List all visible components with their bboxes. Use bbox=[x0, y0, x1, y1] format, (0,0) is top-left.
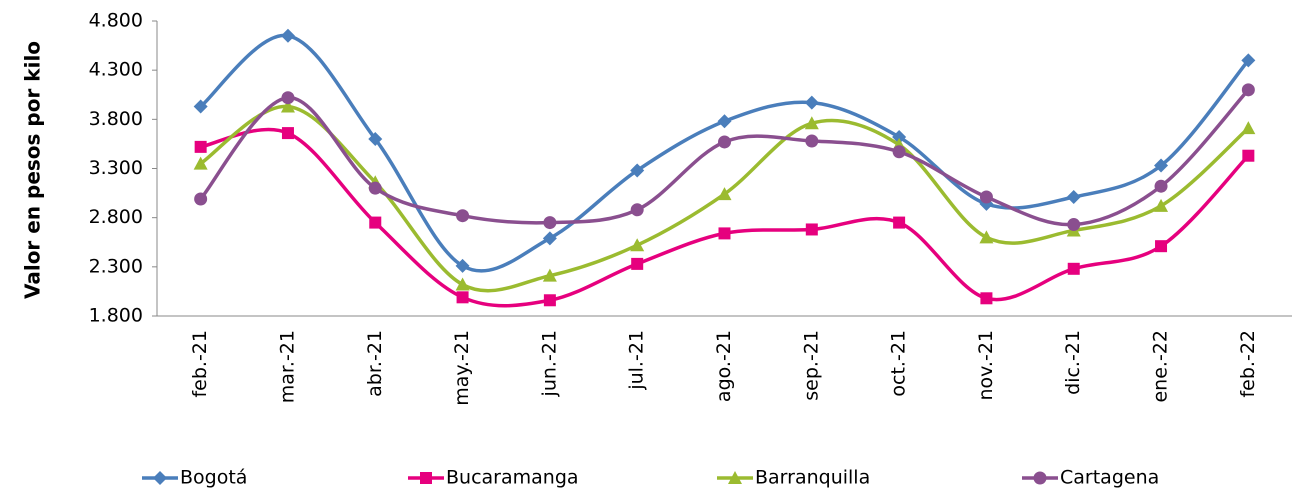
x-tick-label: feb.-21 bbox=[189, 330, 211, 398]
data-point bbox=[456, 209, 470, 223]
data-point bbox=[542, 231, 557, 246]
data-point bbox=[718, 227, 731, 240]
data-point bbox=[1241, 83, 1255, 97]
y-tick-label: 1.800 bbox=[89, 305, 143, 327]
data-point bbox=[980, 292, 993, 305]
data-point bbox=[1154, 179, 1168, 193]
y-tick-label: 3.800 bbox=[89, 108, 143, 130]
legend-label: Barranquilla bbox=[755, 467, 870, 489]
data-point bbox=[1242, 149, 1255, 162]
data-point bbox=[1067, 218, 1081, 232]
legend-marker bbox=[1033, 471, 1047, 485]
data-point bbox=[1154, 198, 1169, 212]
data-point bbox=[543, 294, 556, 307]
data-point bbox=[1241, 121, 1256, 135]
data-point bbox=[1066, 190, 1081, 205]
legend-label: Bogotá bbox=[180, 467, 247, 489]
legend-marker bbox=[728, 471, 742, 484]
data-point bbox=[455, 258, 470, 273]
y-axis-label: Valor en pesos por kilo bbox=[21, 41, 45, 299]
x-tick-label: nov.-21 bbox=[975, 330, 997, 401]
data-point bbox=[979, 230, 994, 244]
data-point bbox=[631, 257, 644, 270]
data-point bbox=[892, 130, 907, 145]
data-point bbox=[542, 268, 557, 282]
data-point bbox=[805, 134, 819, 148]
y-tick-label: 2.800 bbox=[89, 206, 143, 228]
data-point bbox=[717, 187, 732, 201]
y-tick-label: 4.800 bbox=[89, 10, 143, 32]
data-point bbox=[892, 145, 906, 159]
data-point bbox=[193, 99, 208, 114]
x-tick-label: abr.-21 bbox=[364, 330, 386, 397]
legend-label: Cartagena bbox=[1060, 467, 1159, 489]
data-point bbox=[455, 277, 470, 291]
data-point bbox=[718, 135, 731, 149]
x-tick-label: feb.-22 bbox=[1237, 330, 1259, 398]
legend-label: Bucaramanga bbox=[446, 467, 579, 489]
data-point bbox=[281, 91, 295, 105]
legend-marker bbox=[420, 472, 432, 484]
data-point bbox=[893, 216, 906, 229]
data-point bbox=[804, 116, 819, 130]
data-point bbox=[1067, 262, 1080, 275]
data-point bbox=[280, 28, 295, 43]
data-point bbox=[1154, 158, 1169, 173]
y-tick-label: 3.300 bbox=[89, 157, 143, 179]
x-tick-label: sep.-21 bbox=[800, 330, 822, 401]
data-point bbox=[193, 156, 208, 170]
data-point bbox=[194, 192, 208, 206]
data-point bbox=[369, 216, 382, 229]
data-point bbox=[805, 223, 818, 236]
data-point bbox=[543, 216, 557, 230]
data-point bbox=[280, 99, 295, 113]
data-point bbox=[194, 140, 207, 153]
y-tick-label: 4.300 bbox=[89, 59, 143, 81]
data-point bbox=[979, 190, 993, 204]
data-point bbox=[368, 181, 382, 195]
data-point bbox=[1155, 240, 1168, 253]
data-point bbox=[804, 95, 819, 110]
data-point bbox=[456, 291, 469, 304]
x-tick-label: mar.-21 bbox=[276, 330, 298, 403]
data-point bbox=[717, 114, 732, 129]
y-tick-label: 2.300 bbox=[89, 255, 143, 277]
x-tick-label: jun.-21 bbox=[538, 330, 560, 397]
x-tick-label: dic.-21 bbox=[1062, 330, 1084, 395]
data-point bbox=[630, 203, 644, 217]
x-tick-label: ene.-22 bbox=[1150, 330, 1172, 403]
x-tick-label: jul.-21 bbox=[626, 330, 648, 391]
x-tick-label: ago.-21 bbox=[713, 330, 735, 402]
series-line bbox=[200, 127, 1250, 308]
data-point bbox=[630, 238, 645, 252]
x-tick-label: oct.-21 bbox=[888, 330, 910, 397]
data-point bbox=[630, 163, 645, 178]
x-tick-label: may.-21 bbox=[451, 330, 473, 406]
data-point bbox=[368, 132, 383, 146]
legend-marker bbox=[153, 471, 167, 485]
data-point bbox=[281, 127, 294, 140]
data-point bbox=[1241, 53, 1256, 68]
